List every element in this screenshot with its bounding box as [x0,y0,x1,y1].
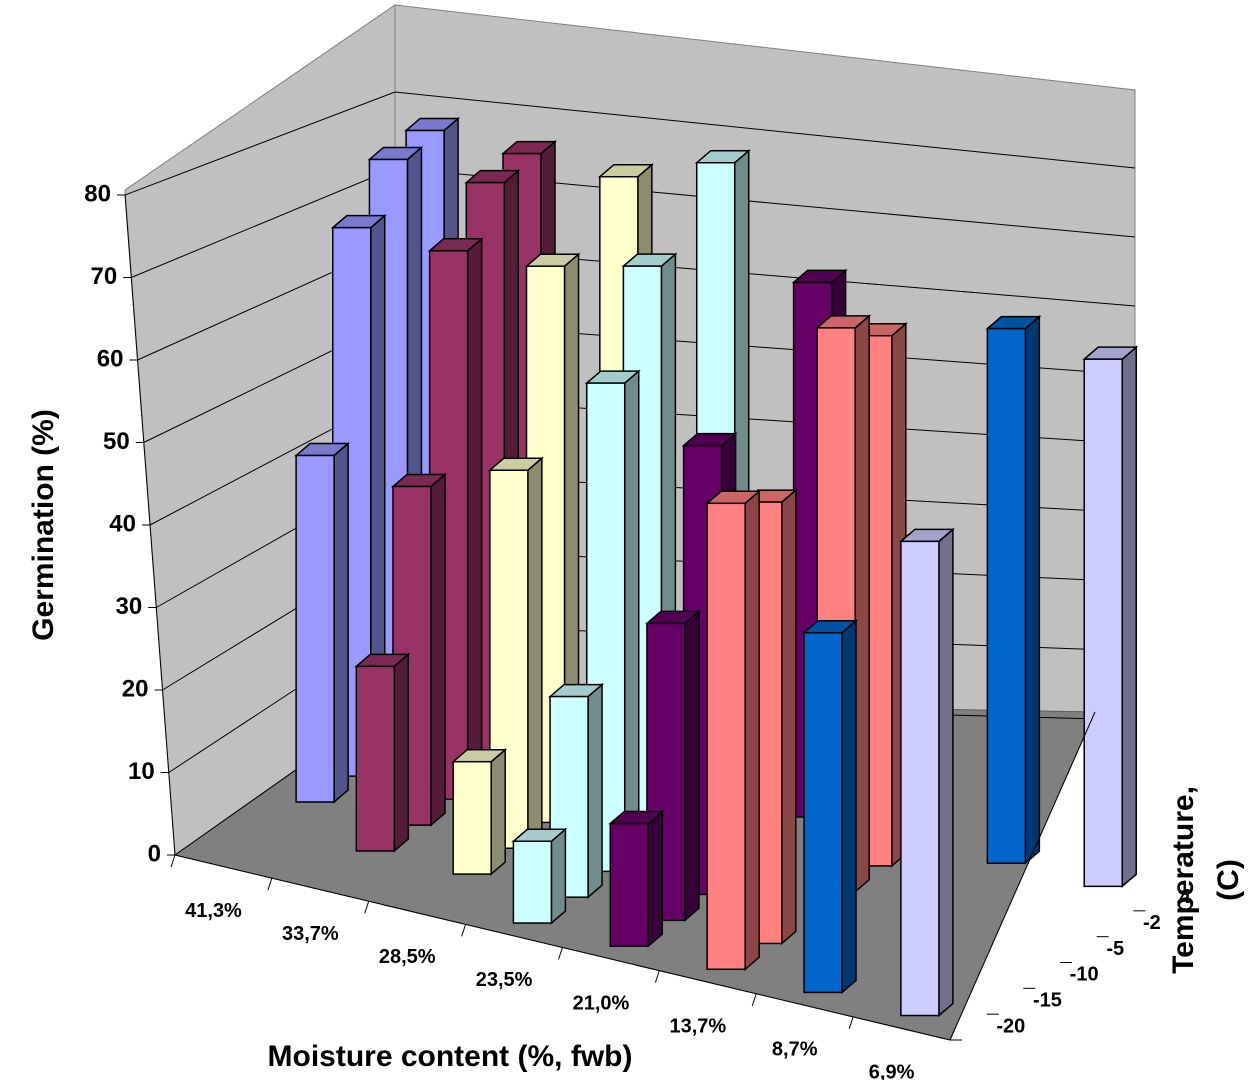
z-tick-label: -20 [996,1015,1025,1037]
x-tick [461,924,467,937]
x-tick [267,877,273,891]
bar-side [623,369,640,873]
z-tick-label: 4 [1180,886,1192,908]
bar-front [295,454,335,803]
bar-front [512,840,553,924]
x-tick [558,947,563,960]
bar [985,314,1042,865]
bar [608,809,665,948]
y-tick-label: 70 [91,263,118,290]
x-tick [848,1016,854,1030]
x-tick-label: 23,5% [476,969,533,991]
z-axis [949,711,1096,1041]
z-tick-label: -15 [1033,990,1062,1012]
bar-front [803,631,843,994]
y-tick-label: 20 [122,675,149,702]
z-axis-title: (C) [1212,859,1245,901]
x-tick [364,901,370,914]
bar-side [430,472,446,827]
x-tick-label: 41,3% [185,900,242,922]
bar-front [609,822,650,947]
x-tick-label: 8,7% [772,1039,818,1061]
bars [294,116,1139,1018]
bar [487,456,544,850]
bar-side [1024,314,1041,865]
x-axis-title: Moisture content (%, fwb) [268,1040,633,1073]
bar-side [841,619,857,995]
y-axis-title: Germination (%) [27,409,60,641]
bar-side [684,609,700,922]
y-tick-label: 50 [103,428,130,455]
y-tick-label: 80 [84,180,111,207]
bar [451,748,508,876]
bar-side [938,527,954,1018]
bar [705,489,762,971]
grid-line [124,91,1136,196]
x-tick-label: 33,7% [282,923,339,945]
bar-side [393,652,410,853]
y-tick-label: 60 [97,345,124,372]
bar-side [490,748,506,876]
bar-front [986,327,1027,864]
bar-side [744,489,760,971]
x-tick-label: 13,7% [669,1015,726,1037]
bar-front [452,760,492,875]
bar-side [550,827,567,925]
x-tick-label: 28,5% [379,946,436,968]
z-axis-title: Temperature, [1167,786,1200,974]
bar [294,441,351,804]
bar-side [854,314,870,894]
z-tick-label: -10 [1070,964,1099,986]
x-tick-label: 21,0% [573,992,630,1014]
bar-front [355,665,396,852]
y-tick-label: 0 [148,840,161,867]
bar-side [647,809,664,948]
z-tick-label: -5 [1106,938,1124,960]
bar-side [1121,345,1137,888]
bar-side [333,441,349,804]
bar [1082,345,1139,888]
z-tick-label: -2 [1143,912,1161,934]
bar [644,609,701,922]
y-tick-label: 30 [116,593,143,620]
x-tick [654,970,660,983]
bar-front [489,469,529,849]
x-tick [751,993,757,1006]
bar [511,827,568,925]
bar-side [527,456,543,850]
bar-front [706,502,746,971]
bar [801,619,859,995]
y-tick-label: 10 [128,758,155,785]
bar [898,527,955,1018]
bar-side [781,488,797,946]
x-tick [170,854,176,868]
bar-side [466,237,483,801]
bar-front [900,540,940,1017]
bar-front [1083,358,1123,888]
bar-side [587,682,603,899]
bar [354,652,411,853]
x-tick-label: 6,9% [869,1062,915,1080]
y-tick-label: 40 [109,510,136,537]
